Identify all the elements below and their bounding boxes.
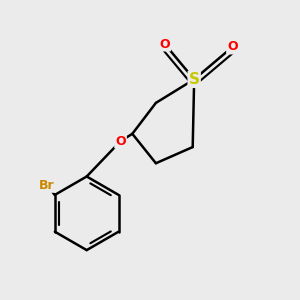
Text: O: O bbox=[227, 40, 238, 53]
Text: Br: Br bbox=[39, 179, 55, 192]
Text: O: O bbox=[159, 38, 170, 50]
Text: S: S bbox=[189, 72, 200, 87]
Text: O: O bbox=[115, 135, 126, 148]
